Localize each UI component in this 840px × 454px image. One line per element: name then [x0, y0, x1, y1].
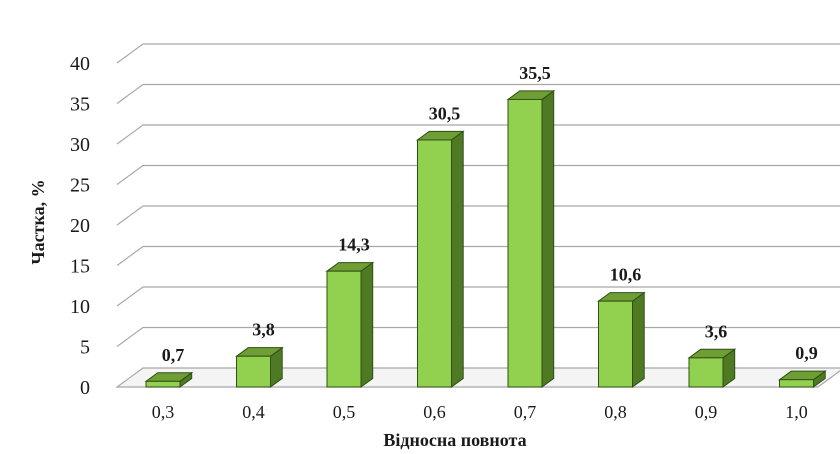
bar-side — [360, 261, 374, 388]
chart-floor — [115, 367, 840, 388]
bar-side — [632, 291, 645, 388]
data-labels: 0,7 3,8 14,3 30,5 35,5 10,6 3,6 0,9 — [162, 63, 818, 365]
x-tick-label: 0,7 — [514, 402, 537, 422]
bar-front — [688, 357, 724, 388]
gridline — [116, 164, 840, 185]
x-axis-ticks: 0,3 0,4 0,5 0,6 0,7 0,8 0,9 1,0 — [152, 402, 808, 422]
y-tick-label: 0 — [80, 377, 90, 399]
y-tick-label: 25 — [70, 175, 90, 197]
y-tick-label: 15 — [70, 256, 90, 278]
gridline — [116, 286, 840, 307]
y-tick-label: 40 — [70, 53, 90, 75]
bar-front — [236, 355, 271, 388]
bar-side — [541, 89, 555, 388]
data-label: 0,7 — [162, 345, 185, 365]
x-tick-label: 0,5 — [333, 402, 356, 422]
gridline — [116, 43, 840, 64]
y-tick-label: 35 — [70, 94, 90, 116]
bar-front — [779, 379, 814, 388]
y-tick-label: 10 — [70, 296, 90, 318]
bar — [234, 346, 284, 388]
x-tick-label: 0,3 — [152, 402, 175, 422]
x-axis-title: Відносна повнота — [383, 430, 526, 450]
data-label: 30,5 — [429, 103, 461, 123]
data-label: 35,5 — [519, 63, 551, 83]
y-tick-label: 5 — [80, 337, 90, 359]
data-label: 3,6 — [705, 321, 728, 341]
x-tick-label: 0,4 — [242, 402, 265, 422]
x-tick-label: 0,9 — [695, 402, 718, 422]
gridline — [116, 124, 840, 145]
data-label: 0,9 — [795, 343, 818, 363]
bar-front — [507, 98, 543, 388]
y-axis-ticks: 0 5 10 15 20 25 30 35 40 — [70, 53, 90, 399]
y-axis-title: Частка, % — [28, 179, 48, 264]
bar-front — [598, 300, 633, 388]
x-tick-label: 1,0 — [785, 402, 808, 422]
bar — [506, 89, 556, 388]
bar — [596, 291, 646, 388]
bar-front — [417, 139, 452, 388]
gridline — [116, 83, 840, 104]
bar — [415, 130, 465, 388]
grid — [115, 43, 840, 388]
data-label: 10,6 — [610, 265, 642, 285]
bar-side — [451, 130, 464, 388]
x-tick-label: 0,6 — [423, 402, 446, 422]
data-label: 14,3 — [338, 235, 370, 255]
data-label: 3,8 — [252, 320, 275, 340]
bar-front — [326, 270, 362, 388]
y-tick-label: 30 — [70, 134, 90, 156]
bar-front — [145, 380, 181, 388]
bar — [777, 370, 827, 388]
bars — [144, 89, 827, 388]
bar — [144, 371, 194, 388]
gridline — [116, 245, 840, 266]
y-tick-label: 20 — [70, 215, 90, 237]
gridline — [116, 205, 840, 226]
x-tick-label: 0,8 — [604, 402, 627, 422]
gridline — [116, 326, 840, 347]
bar — [687, 348, 737, 388]
bar — [325, 261, 375, 388]
